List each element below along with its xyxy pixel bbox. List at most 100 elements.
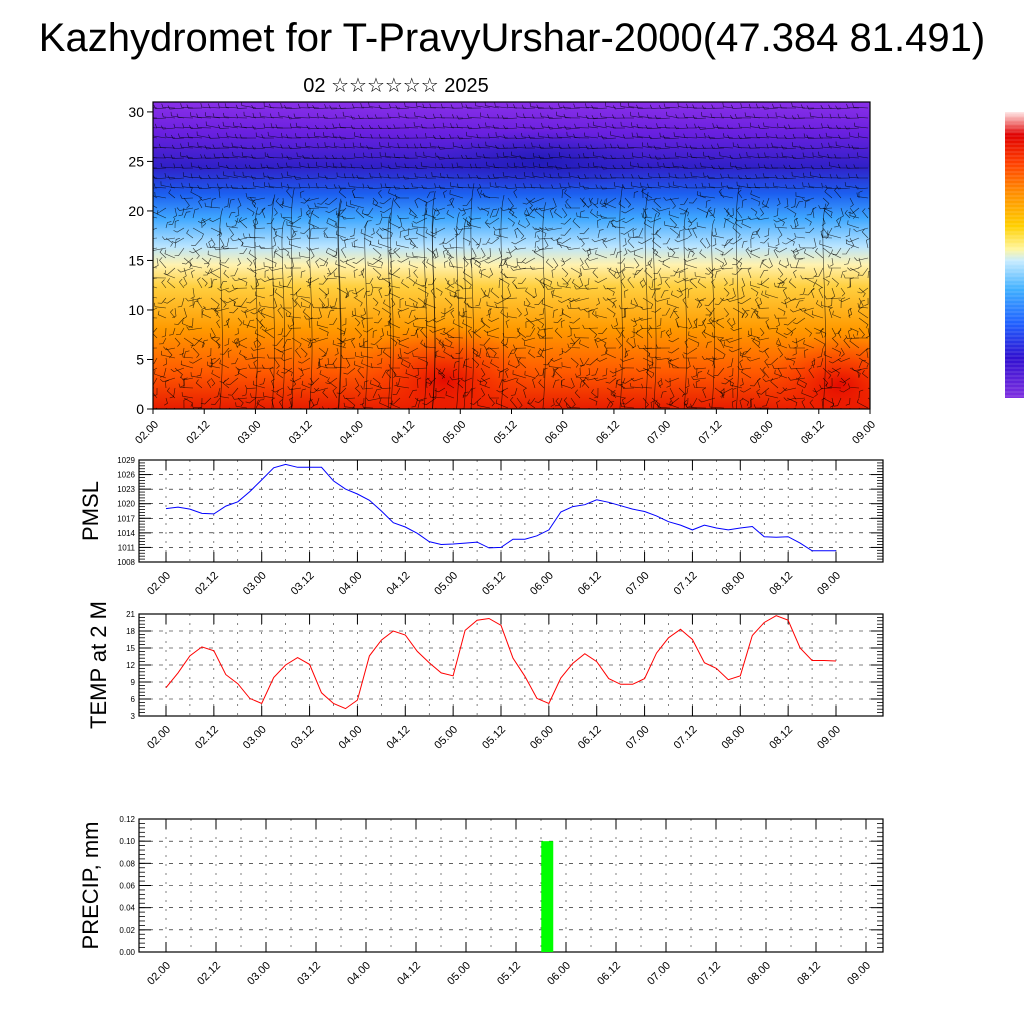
wind-barb (361, 318, 366, 329)
streamline (432, 209, 436, 409)
x-tick-label: 06.12 (595, 960, 623, 988)
streamline (463, 217, 468, 409)
wind-barb (664, 377, 680, 383)
wind-barb (567, 143, 581, 149)
wind-barb (483, 345, 500, 350)
wind-barb (819, 173, 833, 179)
wind-barb (777, 217, 785, 227)
wind-barb (419, 143, 437, 149)
wind-barb (326, 267, 338, 275)
wind-barb (413, 302, 428, 309)
wind-barb (792, 248, 797, 259)
wind-barb (591, 389, 599, 399)
wind-barb (353, 268, 358, 279)
precip-bar (541, 841, 554, 952)
wind-barb (351, 173, 365, 179)
wind-barb (301, 301, 311, 309)
wind-barb (690, 171, 707, 179)
wind-barb (251, 199, 257, 209)
wind-barb (741, 219, 752, 229)
wind-barb (189, 357, 203, 364)
wind-barb (469, 163, 482, 169)
wind-barb (259, 301, 275, 309)
wind-barb (153, 367, 158, 371)
wind-barb (660, 290, 669, 299)
wind-barb (480, 387, 486, 398)
wind-barb (518, 220, 527, 229)
wind-barb (642, 207, 648, 220)
wind-barb (808, 367, 815, 379)
wind-barb (829, 257, 834, 267)
wind-barb (343, 402, 356, 409)
wind-barb (243, 111, 257, 119)
x-tick-label: 06.00 (545, 960, 573, 988)
wind-barb (325, 162, 338, 169)
wind-barb (578, 162, 590, 169)
streamline (271, 194, 276, 409)
y-tick-label: 10 (128, 302, 144, 318)
wind-barb (460, 285, 473, 290)
wind-barb (612, 114, 626, 119)
wind-barb (493, 297, 509, 305)
wind-barb (561, 362, 572, 369)
wind-barb (153, 183, 167, 189)
wind-barb (689, 277, 698, 289)
wind-barb (226, 164, 239, 169)
wind-barb (660, 330, 666, 339)
wind-barb (574, 389, 581, 399)
wind-barb (397, 143, 410, 149)
wind-barb (267, 276, 284, 281)
wind-barb (217, 133, 230, 139)
wind-barb (298, 367, 311, 371)
wind-barb (781, 152, 797, 159)
wind-barb (623, 307, 628, 319)
wind-barb (840, 297, 846, 309)
wind-barb (623, 263, 635, 269)
wind-barb (227, 387, 239, 396)
wind-barb (631, 327, 644, 334)
wind-barb (692, 365, 707, 370)
wind-barb (341, 155, 356, 160)
wind-barb (847, 153, 860, 159)
wind-barb (599, 199, 608, 209)
wind-barb (332, 162, 347, 169)
wind-barb (570, 397, 576, 408)
wind-barb (838, 163, 851, 169)
wind-barb (241, 102, 257, 109)
x-tick-label: 08.00 (719, 724, 747, 752)
wind-barb (376, 229, 383, 239)
wind-barb (734, 217, 752, 222)
wind-barb (227, 349, 232, 359)
wind-barb (352, 287, 365, 295)
x-tick-label: 04.00 (337, 724, 365, 752)
wind-barb (174, 238, 180, 249)
wind-barb (309, 247, 315, 259)
wind-barb (480, 317, 491, 329)
wind-barb (275, 124, 293, 129)
wind-barb (532, 152, 545, 159)
wind-barb (642, 142, 653, 149)
wind-barb (261, 143, 275, 149)
wind-barb (637, 162, 653, 169)
wind-barb (543, 237, 549, 249)
wind-barb (765, 319, 770, 329)
x-tick-label: 08.00 (745, 960, 773, 988)
wind-barb (576, 367, 581, 377)
wind-barb (555, 165, 572, 170)
wind-barb (190, 162, 203, 169)
wind-barb (207, 379, 212, 389)
wind-barb (158, 337, 167, 345)
wind-barb (452, 369, 457, 379)
wind-barb (233, 337, 239, 349)
wind-barb (699, 237, 707, 249)
wind-barb (618, 200, 626, 209)
wind-barb (757, 378, 762, 389)
wind-barb (615, 379, 621, 389)
wind-barb (483, 327, 500, 333)
wind-barb (723, 341, 734, 349)
wind-barb (753, 308, 761, 319)
wind-barb (641, 187, 653, 199)
wind-barb (705, 199, 711, 209)
wind-barb (557, 281, 572, 289)
wind-barb (397, 309, 402, 319)
